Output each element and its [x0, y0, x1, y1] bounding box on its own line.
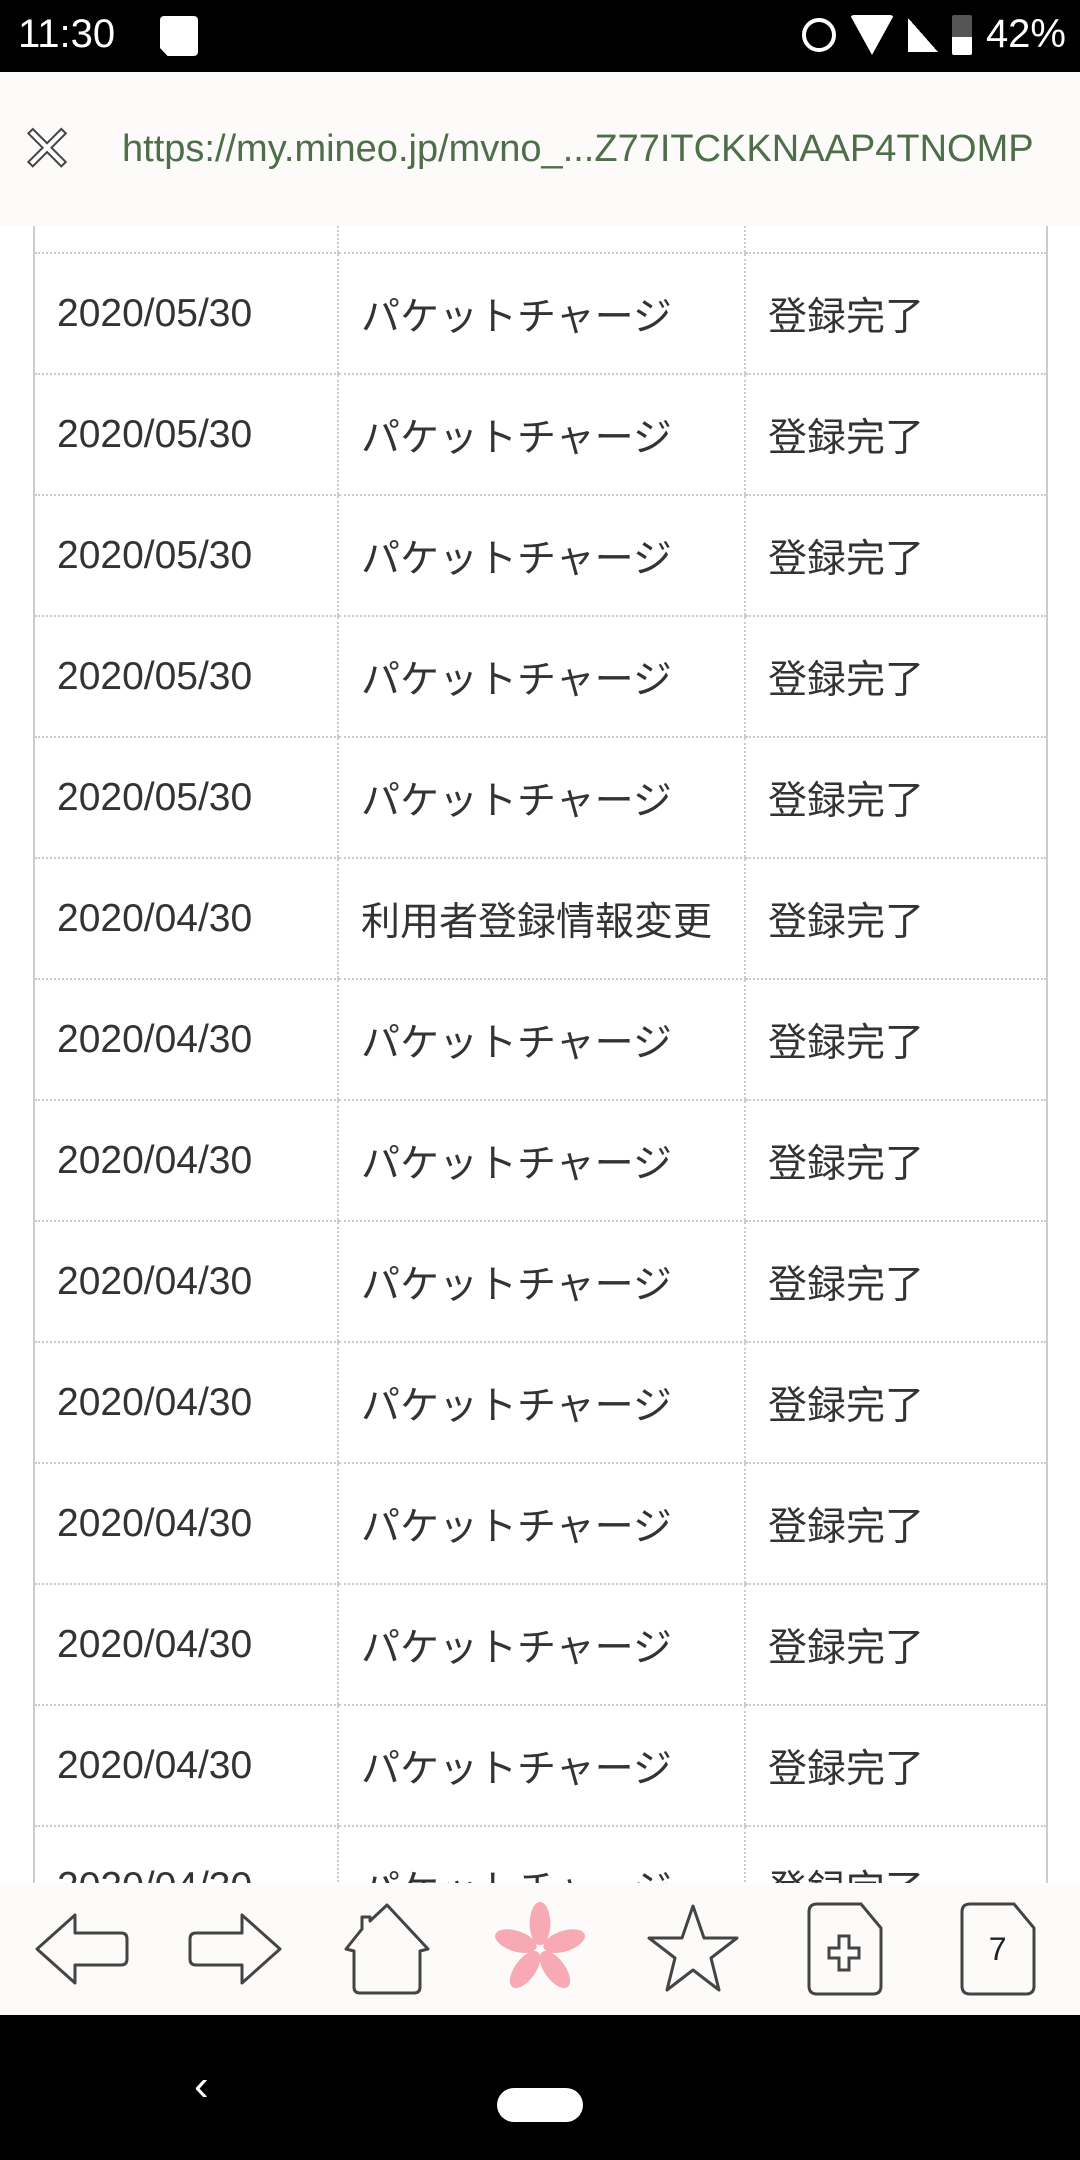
cell-status — [744, 226, 1047, 254]
cell-status: 登録完了 — [744, 736, 1047, 859]
cell-date: 2020/05/30 — [34, 736, 338, 859]
nav-back-icon[interactable]: ‹ — [194, 2061, 209, 2110]
cell-date: 2020/04/30 — [34, 978, 338, 1101]
cell-date — [34, 226, 338, 254]
table-row — [34, 226, 1047, 254]
cell-status: 登録完了 — [744, 1220, 1047, 1343]
cell-date: 2020/05/30 — [34, 494, 338, 617]
cell-status: 登録完了 — [744, 1704, 1047, 1827]
cell-status: 登録完了 — [744, 494, 1047, 617]
cell-item: パケットチャージ — [337, 1341, 745, 1464]
cell-item: パケットチャージ — [337, 1220, 745, 1343]
cell-item: パケットチャージ — [337, 978, 745, 1101]
table-row: 2020/05/30 パケットチャージ 登録完了 — [34, 494, 1047, 617]
cell-item: パケットチャージ — [337, 615, 745, 738]
table-row: 2020/05/30 パケットチャージ 登録完了 — [34, 373, 1047, 496]
cell-item: パケットチャージ — [337, 736, 745, 859]
clock: 11:30 — [18, 12, 116, 56]
cell-status: 登録完了 — [744, 1583, 1047, 1706]
home-button[interactable] — [337, 1899, 437, 1999]
cell-date: 2020/05/30 — [34, 615, 338, 738]
sakura-icon — [495, 1902, 585, 1989]
cell-status: 登録完了 — [744, 1341, 1047, 1464]
bookmark-button[interactable] — [643, 1899, 743, 1999]
cell-item: 利用者登録情報変更 — [337, 857, 745, 980]
close-icon[interactable]: ✕ — [19, 113, 75, 185]
cell-item: パケットチャージ — [337, 1825, 745, 1883]
cell-status: 登録完了 — [744, 252, 1047, 375]
cell-date: 2020/04/30 — [34, 1704, 338, 1827]
url-bar: ✕ https://my.mineo.jp/mvno_...Z77ITCKKNA… — [0, 72, 1080, 226]
cell-date: 2020/04/30 — [34, 1220, 338, 1343]
cell-status: 登録完了 — [744, 615, 1047, 738]
tabs-icon — [960, 1902, 1036, 1996]
url-text[interactable]: https://my.mineo.jp/mvno_...Z77ITCKKNAAP… — [122, 128, 1034, 170]
system-nav-bar: ‹ — [0, 2015, 1080, 2160]
table-row: 2020/05/30 パケットチャージ 登録完了 — [34, 252, 1047, 375]
nav-home-pill[interactable] — [497, 2088, 583, 2122]
cell-date: 2020/04/30 — [34, 1583, 338, 1706]
cell-date: 2020/05/30 — [34, 252, 338, 375]
cell-status: 登録完了 — [744, 1462, 1047, 1585]
cell-item — [337, 226, 745, 254]
table-row: 2020/04/30 利用者登録情報変更 登録完了 — [34, 857, 1047, 980]
browser-toolbar: 7 — [0, 1883, 1080, 2015]
cell-item: パケットチャージ — [337, 1462, 745, 1585]
history-table: 2020/05/30 パケットチャージ 登録完了 2020/05/30 パケットチャージ… — [33, 226, 1048, 1883]
cell-status: 登録完了 — [744, 857, 1047, 980]
star-icon — [647, 1904, 739, 1992]
cell-item: パケットチャージ — [337, 1099, 745, 1222]
cell-date: 2020/04/30 — [34, 1341, 338, 1464]
cell-date: 2020/05/30 — [34, 373, 338, 496]
cell-status: 登録完了 — [744, 373, 1047, 496]
tabs-button[interactable]: 7 — [948, 1899, 1048, 1999]
table-row: 2020/05/30 パケットチャージ 登録完了 — [34, 615, 1047, 738]
cell-status: 登録完了 — [744, 1825, 1047, 1883]
tab-count: 7 — [988, 1930, 1007, 1967]
signal-icon — [907, 17, 938, 52]
cell-item: パケットチャージ — [337, 373, 745, 496]
wifi-icon — [849, 14, 894, 55]
back-button[interactable] — [32, 1899, 132, 1999]
cell-date: 2020/04/30 — [34, 1462, 338, 1585]
cell-item: パケットチャージ — [337, 1704, 745, 1827]
battery-icon — [951, 14, 972, 55]
cell-date: 2020/04/30 — [34, 1825, 338, 1883]
battery-level: 42% — [985, 12, 1066, 56]
sakura-menu-button[interactable] — [490, 1899, 590, 1999]
forward-arrow-icon — [188, 1913, 282, 1985]
cell-date: 2020/04/30 — [34, 857, 338, 980]
new-tab-icon — [807, 1902, 883, 1996]
notification-icon — [160, 16, 198, 56]
status-bar: 11:30 42% — [0, 0, 1080, 72]
cell-item: パケットチャージ — [337, 252, 745, 375]
table-row: 2020/05/30 パケットチャージ 登録完了 — [34, 736, 1047, 859]
page-content: 2020/05/30 パケットチャージ 登録完了 2020/05/30 パケットチャージ… — [0, 226, 1080, 1883]
alarm-icon — [801, 17, 836, 52]
home-icon — [344, 1903, 430, 1995]
back-arrow-icon — [35, 1913, 129, 1985]
new-tab-button[interactable] — [795, 1899, 895, 1999]
cell-status: 登録完了 — [744, 1099, 1047, 1222]
cell-date: 2020/04/30 — [34, 1099, 338, 1222]
forward-button[interactable] — [185, 1899, 285, 1999]
cell-item: パケットチャージ — [337, 494, 745, 617]
cell-item: パケットチャージ — [337, 1583, 745, 1706]
cell-status: 登録完了 — [744, 978, 1047, 1101]
